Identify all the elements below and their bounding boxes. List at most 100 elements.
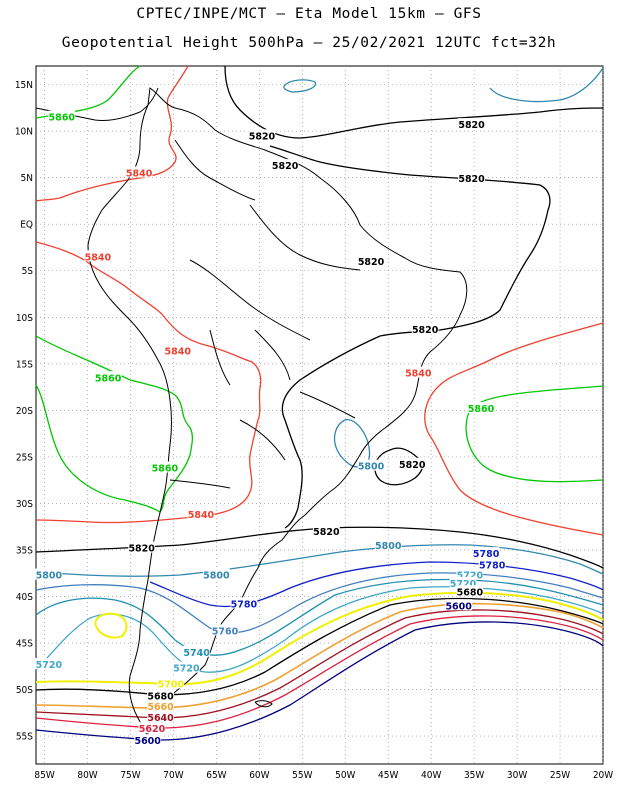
contour-label-bg — [472, 547, 500, 559]
contour-label-bg — [203, 568, 230, 580]
contour-label-bg — [172, 661, 200, 673]
contour-label-5660: 5660 — [147, 702, 174, 713]
contour-label-bg — [271, 159, 299, 171]
country-borders — [169, 139, 361, 489]
lon-tick-label: 55W — [292, 770, 312, 781]
lon-tick-label: 70W — [163, 770, 183, 781]
contour-label-5820: 5820 — [128, 544, 155, 555]
contour-label-bg — [128, 541, 156, 553]
contour-label-5700: 5700 — [158, 679, 185, 690]
contour-label-5640: 5640 — [147, 713, 174, 724]
contour-label-5820: 5820 — [399, 460, 426, 471]
contour-label-5840: 5840 — [85, 252, 112, 263]
contour-label-bg — [411, 322, 439, 334]
contour-5820-brazil — [269, 145, 551, 529]
contour-label-5820: 5820 — [272, 161, 299, 172]
contour-label-5720: 5720 — [457, 571, 484, 582]
contour-5800-north — [489, 67, 604, 103]
contour-label-5840: 5840 — [188, 510, 215, 521]
contour-label-5620: 5620 — [139, 724, 166, 735]
contour-5800-caribbean — [283, 79, 317, 93]
contour-label-5840: 5840 — [405, 369, 432, 380]
contour-5860-north — [35, 65, 141, 119]
contour-5860-andes — [35, 335, 194, 513]
lon-tick-label: 25W — [550, 770, 570, 781]
lat-tick-label: 50S — [16, 685, 33, 696]
contour-label-5800: 5800 — [36, 571, 63, 582]
lat-tick-label: 45S — [16, 639, 33, 650]
lat-tick-label: 10S — [16, 313, 33, 324]
lon-tick-label: 45W — [378, 770, 398, 781]
lat-lon-grid — [36, 66, 604, 764]
lon-tick-label: 65W — [206, 770, 226, 781]
contour-label-5840: 5840 — [126, 169, 153, 180]
contour-label-bg — [458, 118, 485, 130]
contour-label-bg — [404, 366, 432, 378]
map-frame — [35, 65, 604, 765]
contour-label-bg — [84, 250, 112, 262]
contour-label-5860: 5860 — [95, 373, 122, 384]
lat-tick-label: 15S — [16, 359, 33, 370]
contour-label-5780: 5780 — [231, 599, 258, 610]
contour-label-5820: 5820 — [358, 257, 385, 268]
contour-label-bg — [183, 645, 211, 657]
contour-lines — [35, 65, 604, 741]
contour-label-bg — [449, 576, 477, 588]
contour-labels: 5860 5840 5820 5820 5820 5820 5840 5820 5820 5840… — [35, 110, 506, 747]
lon-tick-label: 60W — [249, 770, 269, 781]
contour-5820-north — [224, 65, 604, 139]
contour-label-bg — [48, 110, 76, 122]
contour-label-bg — [357, 459, 385, 471]
contour-label-bg — [187, 508, 215, 520]
contour-5820-loop — [374, 447, 424, 486]
contour-5760 — [35, 572, 604, 634]
contour-label-5760: 5760 — [212, 626, 239, 637]
contour-label-bg — [147, 689, 174, 701]
contour-label-5740: 5740 — [183, 648, 210, 659]
contour-label-bg — [164, 344, 192, 356]
lon-tick-label: 75W — [120, 770, 140, 781]
contour-label-bg — [456, 585, 484, 597]
contour-label-bg — [211, 624, 239, 636]
latitude-labels: 15N 10N 5N EQ 5S 10S 15S 20S 25S 30S 35S 40S 45S 50S 5… — [15, 80, 33, 742]
south-america-coastline — [87, 87, 468, 741]
contour-label-bg — [138, 722, 166, 734]
contour-label-5800: 5800 — [358, 462, 385, 473]
contour-label-bg — [248, 129, 276, 141]
longitude-labels: 85W 80W 75W 70W 65W 60W 55W 50W 45W 40W 35W 30W 25W 2… — [34, 770, 613, 781]
contour-label-bg — [35, 657, 63, 669]
lat-tick-label: 25S — [16, 452, 33, 463]
contour-5840-atlantic — [424, 322, 604, 536]
contour-label-bg — [151, 461, 179, 473]
contour-label-bg — [374, 538, 402, 550]
lat-tick-label: EQ — [20, 220, 33, 231]
lon-tick-label: 85W — [34, 770, 54, 781]
contour-label-5800: 5800 — [203, 571, 230, 582]
lon-tick-label: 30W — [507, 770, 527, 781]
contour-5700 — [35, 591, 604, 686]
contour-label-bg — [456, 568, 484, 580]
lon-tick-label: 20W — [593, 770, 613, 781]
contour-label-bg — [157, 677, 185, 689]
map-subtitle: Geopotential Height 500hPa – 25/02/2021 … — [61, 35, 557, 51]
contour-label-bg — [467, 401, 495, 413]
contour-label-5720: 5720 — [173, 664, 200, 675]
contour-5720 — [35, 586, 604, 673]
lat-tick-label: 40S — [16, 592, 33, 603]
contour-label-bg — [134, 734, 162, 746]
contour-label-5820: 5820 — [458, 174, 485, 185]
lat-tick-label: 20S — [16, 406, 33, 417]
contour-label-5820: 5820 — [412, 325, 439, 336]
contour-5640 — [35, 609, 604, 719]
contour-label-5860: 5860 — [468, 404, 495, 415]
contour-label-5860: 5860 — [49, 113, 76, 124]
contour-label-5860: 5860 — [152, 464, 179, 475]
contour-5700-closed — [94, 612, 128, 639]
contour-label-bg — [357, 254, 385, 266]
contour-label-5780: 5780 — [479, 560, 506, 571]
lat-tick-label: 5S — [22, 266, 34, 277]
contour-label-bg — [147, 699, 174, 711]
contour-label-5600: 5600 — [445, 601, 472, 612]
contour-label-5840: 5840 — [165, 346, 192, 357]
